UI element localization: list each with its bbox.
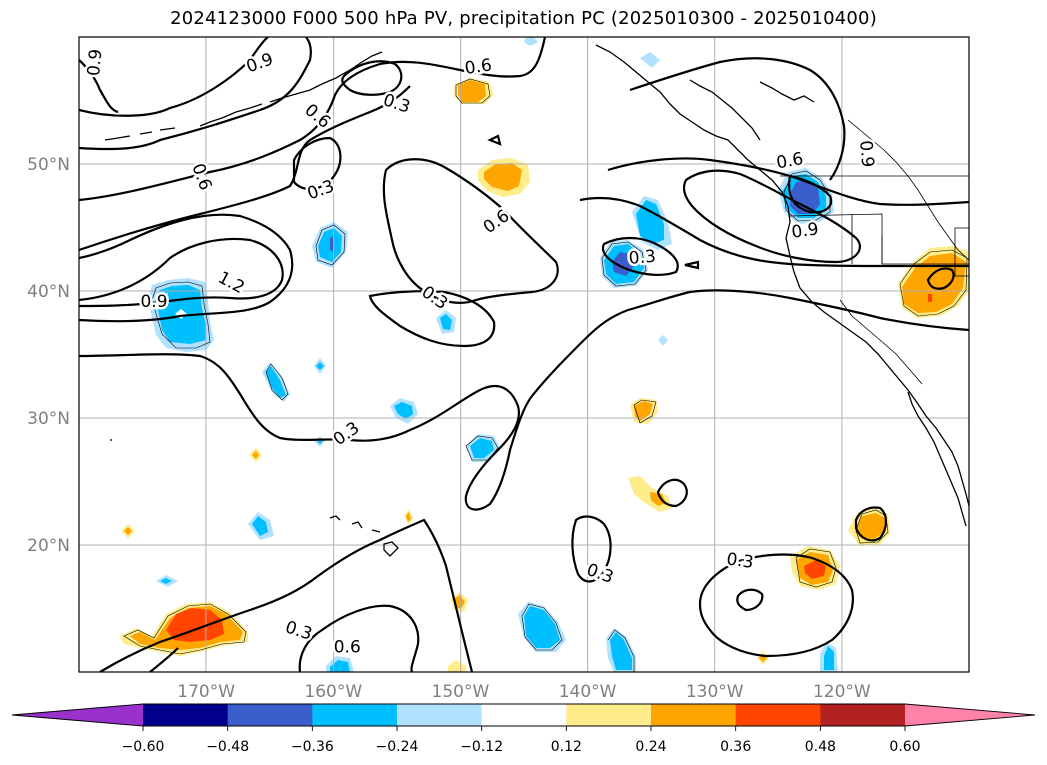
contour-label: 0.3 <box>725 549 755 573</box>
colorbar-tick-label: −0.12 <box>460 739 503 755</box>
colorbar-bin <box>143 704 229 726</box>
colorbar-tick-label: 0.36 <box>720 739 751 755</box>
precip-positive-shading <box>120 78 969 672</box>
lat-tick-label: 30°N <box>27 409 70 429</box>
colorbar-extend-min <box>12 704 143 726</box>
map-title: 2024123000 F000 500 hPa PV, precipitatio… <box>170 8 877 29</box>
colorbar-bin <box>651 704 737 726</box>
contour-label: 0.9 <box>790 219 820 243</box>
contour-label: 0.6 <box>334 638 361 658</box>
colorbar-bin <box>397 704 483 726</box>
colorbar-tick-label: 0.60 <box>889 739 920 755</box>
colorbar-bin <box>820 704 906 726</box>
contour-label: 0.9 <box>140 292 167 312</box>
contour-label: 0.6 <box>464 55 494 79</box>
contour-label: 0.9 <box>84 48 106 77</box>
colorbar-tick-label: −0.60 <box>122 739 165 755</box>
latitude-tick-labels: 50°N 40°N 30°N 20°N <box>27 155 70 556</box>
colorbar-bin <box>312 704 398 726</box>
colorbar-tick-label: 0.24 <box>635 739 666 755</box>
colorbar-extend-max <box>905 704 1035 726</box>
lat-tick-label: 20°N <box>27 536 70 556</box>
lon-tick-label: 160°W <box>304 682 362 702</box>
colorbar-bin <box>227 704 313 726</box>
contour-label: 0.3 <box>628 247 657 269</box>
lon-tick-label: 140°W <box>559 682 617 702</box>
contour-label: 0.9 <box>855 140 877 169</box>
colorbar-tick-label: 0.48 <box>805 739 836 755</box>
colorbar-tick-label: −0.24 <box>376 739 419 755</box>
colorbar-bin <box>481 704 567 726</box>
colorbar-bin <box>566 704 652 726</box>
map-area: 0.9 0.9 0.60.30.60.6 0.30.60.6 0.90.90.31.20… <box>79 37 969 672</box>
lon-tick-label: 150°W <box>432 682 490 702</box>
longitude-tick-labels: 170°W 160°W 150°W 140°W 130°W 120°W <box>177 682 871 702</box>
precip-thin-contours <box>123 78 968 672</box>
political-borders <box>780 119 969 385</box>
colorbar-tick-label: −0.48 <box>206 739 249 755</box>
colorbar-tick-label: −0.36 <box>291 739 334 755</box>
lon-tick-label: 170°W <box>177 682 235 702</box>
colorbar-bin <box>735 704 821 726</box>
colorbar: −0.60 −0.48 −0.36 −0.24 −0.12 0.12 0.24 0.36 0.4… <box>11 703 1036 755</box>
lon-tick-label: 120°W <box>813 682 871 702</box>
lat-tick-label: 50°N <box>27 155 70 175</box>
map-frame <box>78 36 970 673</box>
lon-tick-label: 130°W <box>686 682 744 702</box>
pv-contours <box>79 37 969 672</box>
colorbar-tick-label: 0.12 <box>551 739 582 755</box>
lat-tick-label: 40°N <box>27 282 70 302</box>
